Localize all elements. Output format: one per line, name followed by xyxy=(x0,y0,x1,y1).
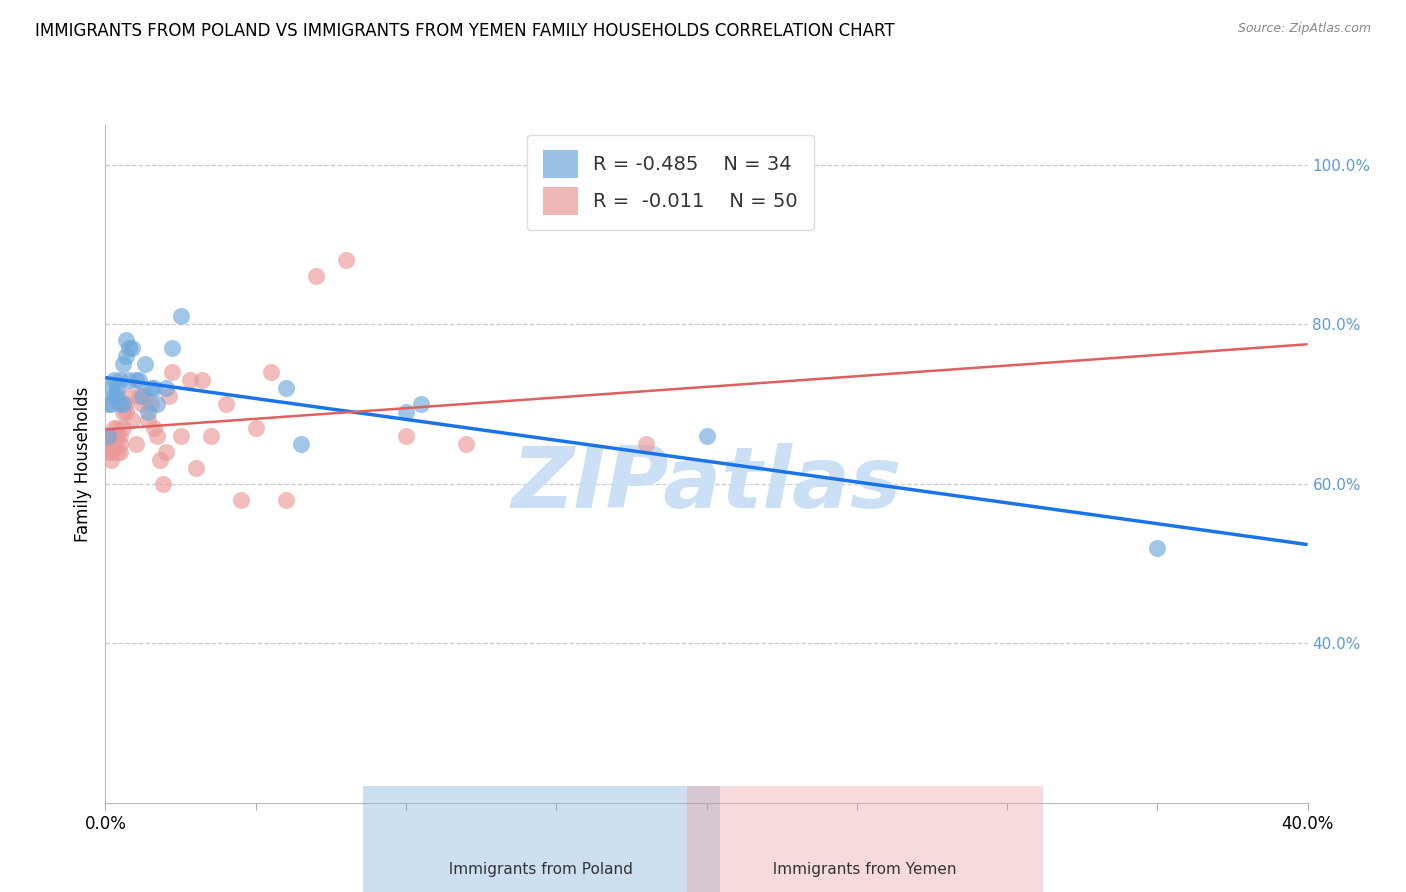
Point xyxy=(107,445,129,459)
Point xyxy=(100,445,122,459)
Point xyxy=(148,453,170,467)
Point xyxy=(260,365,283,379)
Point xyxy=(169,429,191,443)
Point xyxy=(142,421,165,435)
Point xyxy=(155,381,177,395)
Text: ZIPatlas: ZIPatlas xyxy=(512,442,901,525)
Point xyxy=(103,389,125,403)
Point xyxy=(115,333,138,347)
Point xyxy=(136,413,159,427)
Point xyxy=(134,389,156,403)
Point xyxy=(100,397,122,411)
Text: Source: ZipAtlas.com: Source: ZipAtlas.com xyxy=(1237,22,1371,36)
Point xyxy=(118,341,141,355)
Point xyxy=(157,389,180,403)
Point xyxy=(454,437,477,451)
Point xyxy=(97,397,120,411)
Point xyxy=(409,397,432,411)
Point xyxy=(200,429,222,443)
Point xyxy=(121,341,143,355)
Point xyxy=(100,453,122,467)
Point xyxy=(184,460,207,475)
Point xyxy=(97,429,120,443)
Point xyxy=(112,405,135,419)
Point xyxy=(124,373,146,387)
Point xyxy=(160,365,183,379)
Point xyxy=(115,349,138,363)
Point xyxy=(169,310,191,324)
Point xyxy=(229,492,252,507)
Point xyxy=(112,357,135,371)
Point xyxy=(97,437,120,451)
Point xyxy=(110,373,132,387)
Point xyxy=(274,492,297,507)
Point xyxy=(131,397,153,411)
Point xyxy=(305,269,328,284)
Point xyxy=(103,373,125,387)
Point xyxy=(103,429,125,443)
Point xyxy=(110,445,132,459)
Point xyxy=(136,405,159,419)
Point xyxy=(97,445,120,459)
Point xyxy=(97,429,120,443)
Point xyxy=(139,381,162,395)
Text: Immigrants from Poland: Immigrants from Poland xyxy=(440,863,643,877)
Point xyxy=(107,389,129,403)
Point xyxy=(128,373,150,387)
Point xyxy=(107,429,129,443)
Point xyxy=(103,421,125,435)
Point xyxy=(290,437,312,451)
Point xyxy=(274,381,297,395)
Y-axis label: Family Households: Family Households xyxy=(73,386,91,541)
Point xyxy=(100,381,122,395)
Point xyxy=(131,389,153,403)
Point xyxy=(124,437,146,451)
Point xyxy=(395,405,418,419)
Point xyxy=(118,389,141,403)
Point xyxy=(1146,541,1168,555)
Point xyxy=(100,429,122,443)
Point xyxy=(636,437,658,451)
Point xyxy=(142,381,165,395)
Point xyxy=(110,437,132,451)
Text: Immigrants from Yemen: Immigrants from Yemen xyxy=(763,863,966,877)
Point xyxy=(190,373,212,387)
Point xyxy=(214,397,236,411)
Text: IMMIGRANTS FROM POLAND VS IMMIGRANTS FROM YEMEN FAMILY HOUSEHOLDS CORRELATION CH: IMMIGRANTS FROM POLAND VS IMMIGRANTS FRO… xyxy=(35,22,894,40)
Point xyxy=(155,445,177,459)
Point xyxy=(335,253,357,268)
Point xyxy=(107,381,129,395)
Point xyxy=(128,389,150,403)
Point xyxy=(118,373,141,387)
Point xyxy=(100,437,122,451)
Point xyxy=(139,397,162,411)
Point xyxy=(696,429,718,443)
Point xyxy=(103,437,125,451)
Point xyxy=(245,421,267,435)
Legend: R = -0.485    N = 34, R =  -0.011    N = 50: R = -0.485 N = 34, R = -0.011 N = 50 xyxy=(527,135,814,230)
Point xyxy=(145,397,167,411)
Point xyxy=(145,429,167,443)
Point xyxy=(112,421,135,435)
Point xyxy=(395,429,418,443)
Point xyxy=(110,429,132,443)
Point xyxy=(107,421,129,435)
Point xyxy=(110,397,132,411)
Point xyxy=(152,476,174,491)
Point xyxy=(179,373,201,387)
Point xyxy=(134,357,156,371)
Point xyxy=(121,413,143,427)
Point xyxy=(160,341,183,355)
Point xyxy=(112,397,135,411)
Point xyxy=(115,405,138,419)
Point xyxy=(115,397,138,411)
